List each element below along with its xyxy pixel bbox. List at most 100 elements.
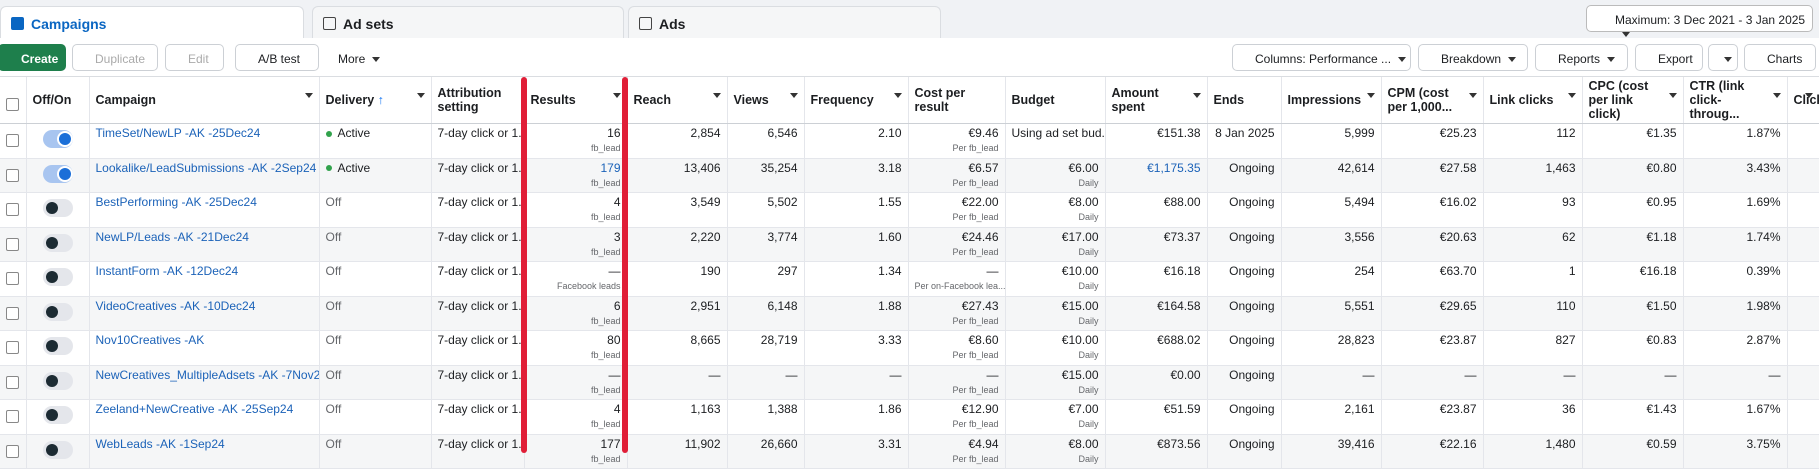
cpc-cell: €1.50: [1582, 296, 1683, 331]
export-button[interactable]: Export: [1635, 44, 1703, 71]
frequency-cell: 1.55: [804, 193, 908, 228]
reports-button[interactable]: Reports: [1535, 44, 1628, 71]
column-header[interactable]: Results: [524, 77, 627, 124]
ab-test-button[interactable]: A/B test: [235, 44, 319, 71]
campaign-name[interactable]: Zeeland+NewCreative -AK -25Sep24: [96, 402, 294, 416]
column-header[interactable]: Frequency: [804, 77, 908, 124]
checkbox[interactable]: [6, 98, 19, 111]
cpm: €63.70: [1440, 264, 1477, 278]
checkbox[interactable]: [6, 307, 19, 320]
campaign-cell: BestPerforming -AK -25Dec24: [89, 193, 319, 228]
campaign-name[interactable]: NewLP/Leads -AK -21Dec24: [96, 230, 249, 244]
toggle[interactable]: [43, 199, 73, 217]
cpc-cell: €0.95: [1582, 193, 1683, 228]
cpc-cell: €1.43: [1582, 400, 1683, 435]
column-header[interactable]: Budget: [1005, 77, 1105, 124]
campaign-name[interactable]: WebLeads -AK -1Sep24: [96, 437, 225, 451]
attribution: 7-day click or 1...: [438, 368, 525, 382]
ctr-cell: 3.43%: [1683, 158, 1787, 193]
toggle[interactable]: [43, 441, 73, 459]
date-range[interactable]: Maximum: 3 Dec 2021 - 3 Jan 2025: [1586, 5, 1813, 32]
column-header[interactable]: CPM (cost per 1,000...: [1381, 77, 1483, 124]
reach: 2,220: [690, 230, 720, 244]
tab[interactable]: Ad sets: [312, 6, 624, 38]
toggle-cell: [26, 124, 89, 159]
toggle[interactable]: [43, 406, 73, 424]
column-header[interactable]: Amount spent: [1105, 77, 1207, 124]
column-header[interactable]: Ends: [1207, 77, 1281, 124]
campaign-cell: Lookalike/LeadSubmissions -AK -2Sep24: [89, 158, 319, 193]
toggle[interactable]: [43, 268, 73, 286]
toggle[interactable]: [43, 234, 73, 252]
impressions-cell: 5,494: [1281, 193, 1381, 228]
clicks-cell: [1787, 262, 1819, 297]
column-header[interactable]: Views: [727, 77, 804, 124]
checkbox[interactable]: [6, 203, 19, 216]
delivery-cell: Off: [319, 227, 431, 262]
amount-spent-cell: €151.38: [1105, 124, 1207, 159]
checkbox[interactable]: [6, 341, 19, 354]
toggle[interactable]: [43, 337, 73, 355]
export-menu[interactable]: [1708, 44, 1738, 71]
campaign-name[interactable]: VideoCreatives -AK -10Dec24: [96, 299, 256, 313]
charts-button[interactable]: Charts: [1744, 44, 1816, 71]
toggle-cell: [26, 365, 89, 400]
budget-cell: Using ad set bud...: [1005, 124, 1105, 159]
toggle[interactable]: [43, 165, 73, 183]
sort-icon: ↑: [374, 93, 384, 107]
ends: Ongoing: [1229, 264, 1274, 278]
checkbox[interactable]: [6, 410, 19, 423]
duplicate-button[interactable]: Duplicate: [72, 44, 158, 71]
breakdown-button[interactable]: Breakdown: [1418, 44, 1528, 71]
column-header[interactable]: Delivery ↑: [319, 77, 431, 124]
column-header[interactable]: Impressions: [1281, 77, 1381, 124]
highlight-line: [521, 77, 527, 453]
column-header[interactable]: Off/On: [26, 77, 89, 124]
cpm-cell: €27.58: [1381, 158, 1483, 193]
campaign-name[interactable]: Nov10Creatives -AK: [96, 333, 205, 347]
toggle[interactable]: [43, 130, 73, 148]
campaign-name[interactable]: Lookalike/LeadSubmissions -AK -2Sep24: [96, 161, 317, 175]
campaign-name[interactable]: BestPerforming -AK -25Dec24: [96, 195, 257, 209]
checkbox[interactable]: [6, 238, 19, 251]
toggle[interactable]: [43, 303, 73, 321]
toggle[interactable]: [43, 372, 73, 390]
checkbox[interactable]: [6, 134, 19, 147]
edit-button[interactable]: Edit: [165, 44, 224, 71]
sub-label: fb_lead: [531, 316, 621, 326]
cpc: €0.59: [1646, 437, 1676, 451]
checkbox[interactable]: [6, 169, 19, 182]
campaign-name[interactable]: TimeSet/NewLP -AK -25Dec24: [96, 126, 261, 140]
select-all[interactable]: [0, 77, 26, 124]
checkbox[interactable]: [6, 376, 19, 389]
header-label: Delivery: [326, 93, 375, 107]
column-header[interactable]: Clicks: [1787, 77, 1819, 124]
column-header[interactable]: Attribution setting: [431, 77, 524, 124]
column-header[interactable]: Cost per result: [908, 77, 1005, 124]
ctr-cell: —: [1683, 365, 1787, 400]
campaign-name[interactable]: NewCreatives_MultipleAdsets -AK -7Nov24: [96, 368, 320, 382]
columns-button[interactable]: Columns: Performance ...: [1232, 44, 1411, 71]
tab[interactable]: Ads: [628, 6, 941, 38]
reach-cell: —: [627, 365, 727, 400]
cost-per-result: €8.60: [968, 333, 998, 347]
more-button[interactable]: More: [327, 44, 389, 71]
attribution-cell: 7-day click or 1...: [431, 400, 524, 435]
checkbox[interactable]: [6, 445, 19, 458]
frequency: 1.88: [878, 299, 901, 313]
column-header[interactable]: CTR (link click-throug...: [1683, 77, 1787, 124]
reach-cell: 190: [627, 262, 727, 297]
column-header[interactable]: Reach: [627, 77, 727, 124]
campaign-name[interactable]: InstantForm -AK -12Dec24: [96, 264, 239, 278]
frequency-cell: 1.60: [804, 227, 908, 262]
create-button[interactable]: Create: [0, 44, 66, 71]
column-header[interactable]: Campaign: [89, 77, 319, 124]
attribution-cell: 7-day click or 1...: [431, 365, 524, 400]
sub-label: fb_lead: [531, 350, 621, 360]
column-header[interactable]: CPC (cost per link click): [1582, 77, 1683, 124]
column-header[interactable]: Link clicks: [1483, 77, 1582, 124]
checkbox[interactable]: [6, 272, 19, 285]
tab[interactable]: Campaigns: [0, 6, 304, 38]
